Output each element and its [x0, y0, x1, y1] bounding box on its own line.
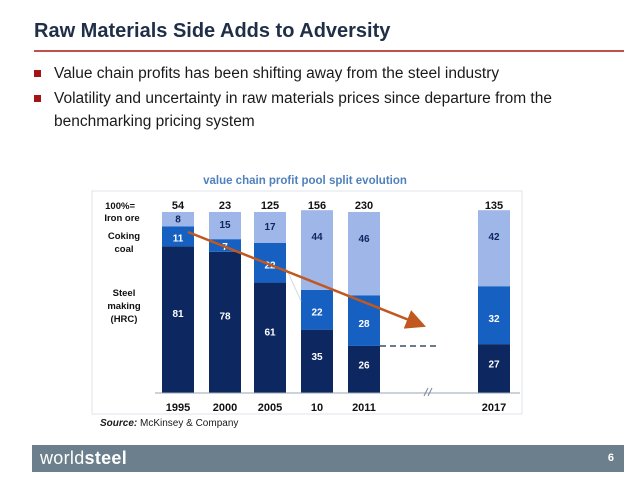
bullet-square-icon [34, 70, 41, 77]
bar-segment [478, 344, 510, 393]
bar-value-label: 81 [172, 309, 184, 320]
bar-value-label: 35 [311, 352, 323, 363]
page-number: 6 [607, 452, 614, 464]
source-label: Source: [100, 418, 138, 429]
bar-segment [209, 212, 241, 240]
footer-bar: worldsteel 6 [32, 445, 624, 472]
bar-value-label: 78 [219, 312, 231, 323]
logo-part-steel: steel [84, 448, 128, 468]
connector-line [285, 267, 302, 302]
bar-segment [301, 289, 333, 330]
chart-title: value chain profit pool split evolution [203, 175, 407, 187]
bar-segment [348, 295, 380, 346]
bar-segment [348, 212, 380, 296]
bar-segment [301, 329, 333, 393]
chart-frame [91, 190, 523, 415]
logo-part-world: world [40, 448, 85, 468]
bar-value-label: 32 [488, 314, 500, 325]
bullet-square-icon [34, 95, 41, 102]
legend-label-steel: Steel [113, 288, 136, 299]
bar-segment [478, 286, 510, 345]
worldsteel-logo: worldsteel [40, 448, 127, 469]
legend-label-coal: coal [114, 244, 133, 255]
source-note: Source: McKinsey & Company [100, 418, 238, 429]
totals-label: 100%= [105, 201, 135, 212]
bar-value-label: 42 [488, 232, 500, 243]
x-tick-label: 1995 [166, 402, 190, 414]
bar-total-label: 125 [261, 200, 279, 212]
x-tick-label: 2000 [213, 402, 237, 414]
bullet-text: Value chain profits has been shifting aw… [54, 65, 500, 82]
bar-segment [162, 212, 194, 227]
bar-segment [478, 210, 510, 287]
x-tick-label: 2005 [258, 402, 282, 414]
title-divider [34, 50, 624, 52]
legend-label-hrc: (HRC) [111, 314, 138, 325]
bar-value-label: 27 [488, 360, 500, 371]
slide-title: Raw Materials Side Adds to Adversity [34, 20, 391, 42]
bar-total-label: 54 [172, 200, 185, 212]
bar-total-label: 23 [219, 200, 231, 212]
x-tick-label: 10 [311, 402, 323, 414]
x-tick-label: 2011 [352, 402, 376, 414]
bar-value-label: 8 [175, 215, 181, 226]
bar-total-label: 135 [485, 200, 503, 212]
x-tick-label: 2017 [482, 402, 506, 414]
bar-value-label: 15 [219, 220, 231, 231]
bar-value-label: 22 [264, 261, 276, 272]
bar-value-label: 61 [264, 328, 276, 339]
bar-segment [162, 226, 194, 247]
bar-value-label: 46 [358, 234, 370, 245]
bar-segment [301, 210, 333, 290]
bar-value-label: 22 [311, 308, 323, 319]
bar-total-label: 156 [308, 200, 326, 212]
axis-break-mark [427, 387, 433, 397]
bar-total-label: 230 [355, 200, 373, 212]
bar-value-label: 26 [358, 361, 370, 372]
bar-value-label: 17 [264, 222, 276, 233]
bullet-item: Volatility and uncertainty in raw materi… [34, 87, 614, 133]
trend-arrow [187, 230, 426, 329]
bar-value-label: 28 [358, 319, 370, 330]
legend-label-making: making [107, 301, 140, 312]
bar-segment [254, 242, 286, 283]
bullet-text: Volatility and uncertainty in raw materi… [54, 90, 552, 130]
bar-value-label: 44 [311, 232, 323, 243]
bar-segment [254, 282, 286, 393]
bullet-item: Value chain profits has been shifting aw… [34, 62, 614, 85]
bar-segment [162, 246, 194, 393]
bar-segment [254, 212, 286, 243]
legend-label-iron-ore: Iron ore [104, 213, 139, 224]
source-text: McKinsey & Company [140, 418, 239, 429]
bar-segment [209, 251, 241, 393]
axis-break-mark [423, 387, 429, 397]
legend-label-coking: Coking [108, 231, 140, 242]
bar-value-label: 11 [173, 233, 184, 244]
bullet-list: Value chain profits has been shifting aw… [34, 62, 614, 135]
bar-segment [348, 345, 380, 393]
